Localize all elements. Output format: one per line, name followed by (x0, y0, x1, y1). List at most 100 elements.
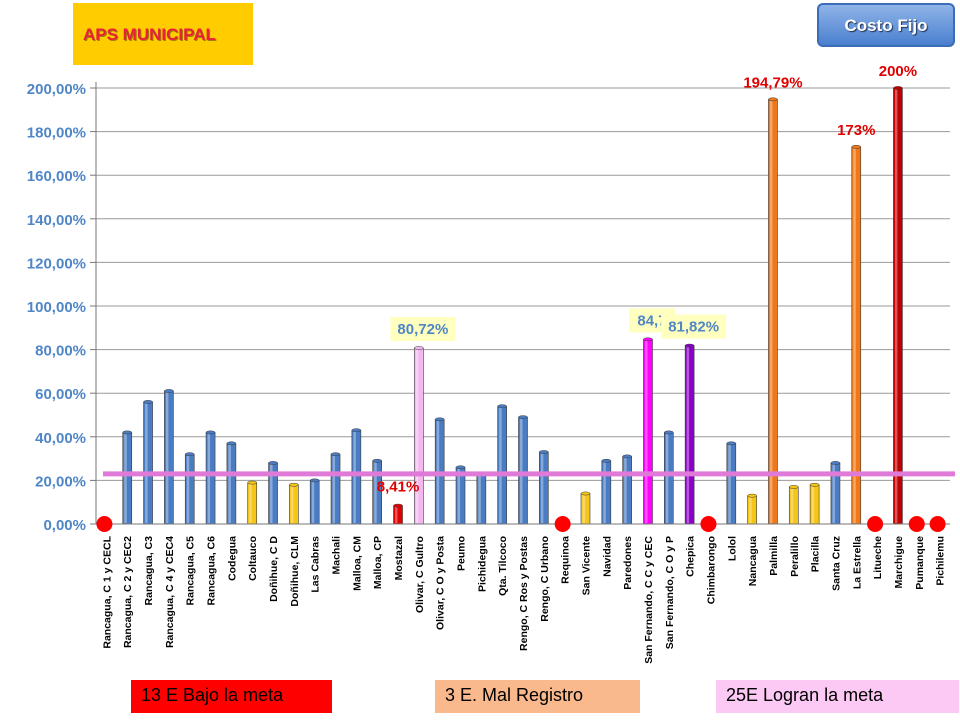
data-label-box (390, 317, 456, 342)
bar-highlight (124, 433, 127, 523)
bar-highlight (311, 481, 315, 523)
bar-highlight (853, 147, 856, 524)
x-tick-label: San Fernando, C C y CEC (643, 536, 655, 664)
missing-data-marker (908, 516, 925, 532)
bar (580, 493, 591, 525)
bar (184, 453, 195, 525)
x-tick-label: Pichidegua (476, 536, 488, 592)
bar-chart: 0,00% 20,00% 40,00% 60,00% 80,00% 100,00% 120,… (27, 63, 955, 664)
bar-highlight (832, 463, 835, 523)
bar-cap (830, 461, 841, 465)
bar-highlight (582, 494, 585, 523)
bar (205, 432, 216, 525)
missing-data-marker (96, 516, 113, 532)
bar (351, 429, 362, 525)
bar (164, 390, 174, 525)
chart-subtitle: Costo Fijo (844, 16, 928, 35)
bar-highlight (290, 485, 294, 523)
bar-highlight (894, 89, 898, 523)
data-label: 81,82% (668, 319, 719, 336)
data-label: 173% (837, 122, 875, 139)
bar (226, 443, 237, 525)
missing-data-marker (554, 516, 571, 532)
x-tick-label: Palmilla (768, 536, 780, 576)
x-tick-label: Las Cabras (310, 536, 322, 593)
bar (726, 443, 737, 525)
bar-highlight (457, 468, 461, 523)
x-tick-label: Machali (331, 536, 343, 575)
x-tick-label: Peumo (456, 536, 468, 571)
bar-cap (497, 404, 507, 409)
x-tick-label: Pichilemu (935, 536, 947, 586)
y-tick-label: 60,00% (35, 386, 86, 403)
bar-highlight (790, 487, 794, 523)
bar-cap (622, 454, 632, 459)
bar-cap (226, 441, 237, 446)
bar (768, 99, 778, 525)
bar (643, 339, 653, 525)
bar-cap (164, 389, 174, 393)
x-tick-label: Rancagua, C 4 y CEC4 (164, 536, 176, 648)
x-tick-label: Paredones (622, 536, 634, 590)
subtitle-box: Costo Fijo (817, 3, 955, 47)
bar-highlight (478, 474, 481, 523)
bar-cap (684, 343, 695, 348)
bar-highlight (728, 444, 731, 523)
y-tick-label: 100,00% (27, 299, 86, 316)
missing-data-marker (700, 516, 717, 532)
bar-highlight (228, 444, 231, 523)
bar-cap (580, 491, 591, 496)
y-tick-label: 0,00% (43, 517, 86, 534)
x-tick-label: Placilla (810, 536, 822, 572)
x-tick-label: Rengo, C Urbano (539, 536, 551, 622)
x-tick-label: Rancagua, C 2 y CEC2 (122, 536, 134, 648)
bar-cap (434, 417, 445, 422)
bar (476, 473, 487, 525)
x-tick-label: San Fernando, C O y P (664, 536, 676, 649)
bar (601, 460, 612, 525)
bar-cap (351, 428, 362, 433)
x-tick-label: Rancagua, C 1 y CECL (101, 535, 113, 648)
x-tick-label: Coltauco (247, 536, 259, 581)
x-tick-label: Mostazal (393, 536, 405, 580)
data-label-box (661, 314, 727, 339)
bar-highlight (165, 392, 169, 523)
bar-cap (414, 346, 424, 350)
bar (393, 505, 403, 525)
x-tick-label: Rancagua, C3 (143, 536, 155, 606)
y-tick-label: 140,00% (27, 212, 86, 229)
bar-highlight (811, 485, 815, 523)
x-tick-label: Chimbarongo (705, 536, 717, 604)
x-tick-label: Marchigue (893, 536, 905, 589)
bar-cap (726, 441, 737, 446)
bar-highlight (644, 340, 648, 523)
data-label: 84,7 (637, 312, 666, 329)
bar-cap (851, 145, 862, 149)
bar-cap (518, 415, 528, 420)
bar-highlight (540, 453, 544, 523)
bar (330, 453, 341, 525)
x-tick-label: Doñihue, C D (268, 536, 280, 602)
legend-goal-met-text: 25E Logran la meta (726, 685, 884, 705)
bar (851, 146, 862, 525)
bar (809, 484, 820, 525)
bar (122, 432, 133, 525)
bar-highlight (769, 100, 773, 524)
legend-bad-record: 3 E. Mal Registro (435, 680, 640, 713)
bar-cap (747, 493, 757, 498)
x-tick-label: Rengo, C Ros y Postas (518, 536, 530, 651)
bar-cap (184, 452, 195, 457)
bar (684, 345, 695, 525)
bar-highlight (624, 457, 627, 523)
x-tick-label: Doñihue, CLM (289, 536, 301, 607)
y-tick-label: 80,00% (35, 343, 86, 360)
bar (664, 432, 674, 525)
legend-goal-met: 25E Logran la meta (716, 680, 959, 713)
bar-cap (289, 482, 299, 487)
y-tick-label: 200,00% (27, 81, 86, 98)
x-tick-label: Nancagua (747, 536, 759, 586)
y-tick-label: 40,00% (35, 430, 86, 447)
bar-highlight (415, 349, 419, 523)
bar-highlight (520, 418, 523, 523)
bar-highlight (186, 455, 190, 523)
